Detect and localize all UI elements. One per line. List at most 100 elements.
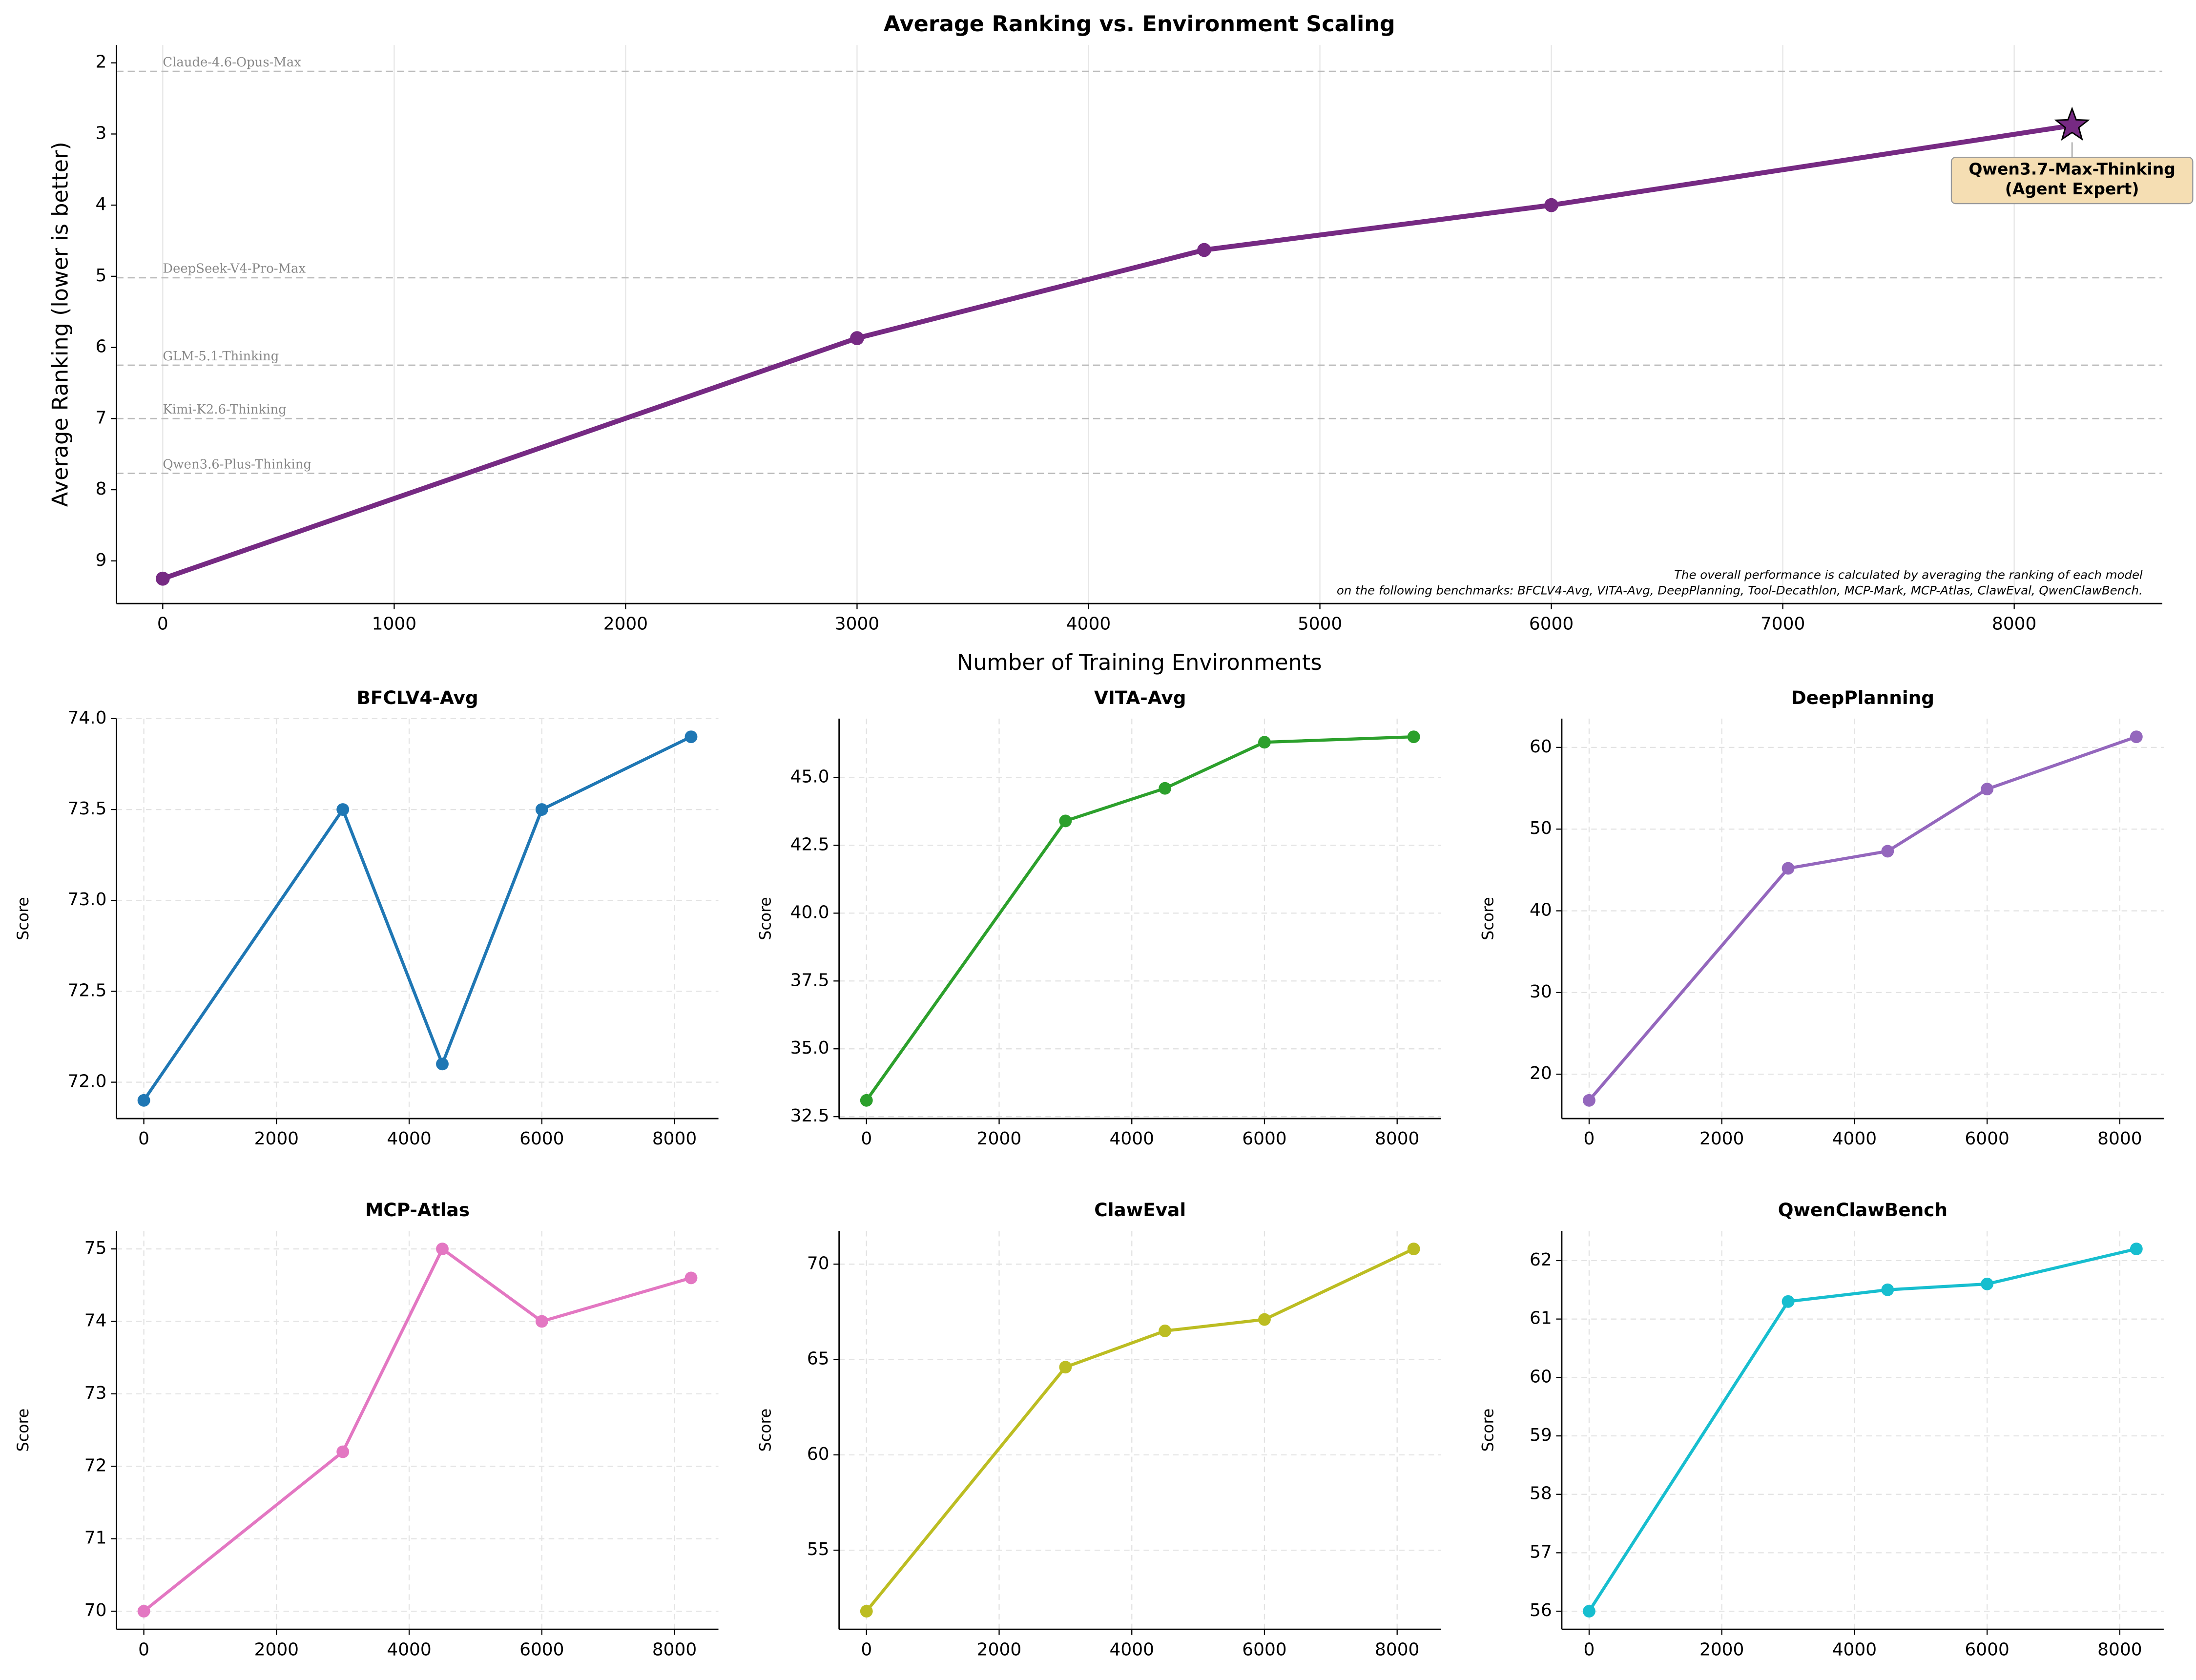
x-tick-label: 0 xyxy=(861,1129,872,1149)
data-point xyxy=(1197,243,1211,257)
y-tick-label: 72.5 xyxy=(67,980,106,1000)
y-tick-label: 72.0 xyxy=(67,1072,106,1092)
data-point xyxy=(1583,1605,1595,1618)
y-tick-label: 2 xyxy=(96,52,107,72)
y-tick-label: 60 xyxy=(1530,737,1552,757)
chart-title: DeepPlanning xyxy=(1791,687,1934,708)
y-tick-label: 20 xyxy=(1530,1063,1552,1083)
data-point xyxy=(860,1094,873,1107)
reference-label: Claude-4.6-Opus-Max xyxy=(163,55,301,70)
data-point xyxy=(2130,730,2143,744)
footnote: The overall performance is calculated by… xyxy=(1674,568,2143,582)
data-point xyxy=(436,1058,449,1071)
y-tick-label: 8 xyxy=(96,479,107,499)
data-point xyxy=(850,331,864,346)
x-tick-label: 0 xyxy=(138,1129,149,1149)
data-point xyxy=(1258,1313,1271,1326)
y-tick-label: 73.5 xyxy=(67,799,106,819)
x-tick-label: 4000 xyxy=(1832,1639,1877,1659)
y-tick-label: 4 xyxy=(96,194,107,214)
data-point xyxy=(155,571,170,586)
x-tick-label: 2000 xyxy=(977,1639,1021,1659)
data-point xyxy=(1159,1325,1172,1337)
data-line xyxy=(143,1246,692,1613)
annotation-box xyxy=(1950,157,2194,205)
y-tick-label: 73.0 xyxy=(67,890,106,910)
data-point xyxy=(860,1605,873,1618)
reference-label: GLM-5.1-Thinking xyxy=(163,349,279,364)
data-point xyxy=(1782,862,1795,875)
x-tick-label: 2000 xyxy=(977,1129,1021,1149)
data-line xyxy=(162,123,2072,581)
y-tick-label: 37.5 xyxy=(790,970,829,990)
y-tick-label: 60 xyxy=(1530,1367,1552,1387)
data-point xyxy=(1159,782,1172,795)
data-line xyxy=(142,735,692,1101)
y-tick-label: 60 xyxy=(807,1444,829,1464)
reference-label: Qwen3.6-Plus-Thinking xyxy=(163,457,311,472)
y-tick-label: 61 xyxy=(1530,1308,1552,1328)
data-line xyxy=(1588,735,2137,1101)
y-axis-label: Score xyxy=(757,1409,774,1452)
data-point xyxy=(1544,198,1558,212)
x-tick-label: 5000 xyxy=(1298,614,1342,634)
x-tick-label: 6000 xyxy=(519,1639,564,1659)
y-tick-label: 59 xyxy=(1530,1425,1552,1445)
x-tick-label: 6000 xyxy=(519,1129,564,1149)
data-point xyxy=(1981,783,1994,796)
x-tick-label: 8000 xyxy=(652,1639,697,1659)
y-tick-label: 35.0 xyxy=(790,1038,829,1058)
x-tick-label: 6000 xyxy=(1242,1129,1286,1149)
x-tick-label: 4000 xyxy=(1110,1639,1154,1659)
x-tick-label: 4000 xyxy=(387,1129,431,1149)
annotation-text: Qwen3.7-Max-Thinking xyxy=(1968,160,2175,179)
data-point xyxy=(1258,736,1271,749)
data-point xyxy=(1407,730,1420,744)
chart-title: VITA-Avg xyxy=(1094,687,1186,708)
y-tick-label: 56 xyxy=(1530,1600,1552,1620)
x-tick-label: 8000 xyxy=(652,1129,697,1149)
x-tick-label: 8000 xyxy=(2097,1129,2142,1149)
data-point xyxy=(535,803,548,816)
data-point xyxy=(1059,1361,1072,1374)
y-tick-label: 42.5 xyxy=(790,834,829,854)
y-tick-label: 70 xyxy=(84,1600,107,1620)
reference-label: Kimi-K2.6-Thinking xyxy=(163,402,286,417)
y-tick-label: 40 xyxy=(1530,900,1552,920)
chart-title: MCP-Atlas xyxy=(365,1199,470,1221)
data-point xyxy=(1583,1094,1595,1107)
data-point xyxy=(1407,1243,1420,1255)
reference-label: DeepSeek-V4-Pro-Max xyxy=(163,262,306,276)
x-tick-label: 8000 xyxy=(2097,1639,2142,1659)
data-point xyxy=(137,1605,150,1618)
x-tick-label: 0 xyxy=(138,1639,149,1659)
y-tick-label: 72 xyxy=(84,1455,107,1475)
chart-title: QwenClawBench xyxy=(1778,1199,1947,1221)
data-point xyxy=(535,1315,548,1328)
x-tick-label: 2000 xyxy=(1699,1639,1744,1659)
data-point xyxy=(2130,1243,2143,1255)
y-tick-label: 70 xyxy=(807,1253,829,1273)
x-tick-label: 8000 xyxy=(1375,1129,1419,1149)
y-tick-label: 73 xyxy=(84,1383,107,1403)
y-tick-label: 55 xyxy=(807,1539,829,1559)
x-axis-label: Number of Training Environments xyxy=(957,650,1322,675)
x-tick-label: 0 xyxy=(1584,1639,1595,1659)
annotation-text: (Agent Expert) xyxy=(2005,179,2139,198)
y-tick-label: 74 xyxy=(84,1310,107,1330)
x-tick-label: 2000 xyxy=(603,614,648,634)
x-tick-label: 6000 xyxy=(1965,1639,2009,1659)
x-tick-label: 2000 xyxy=(1699,1129,1744,1149)
y-axis-label: Score xyxy=(15,897,32,940)
data-point xyxy=(684,730,698,744)
x-tick-label: 7000 xyxy=(1761,614,1805,634)
data-point xyxy=(436,1243,449,1255)
y-tick-label: 74.0 xyxy=(67,708,106,728)
star-marker xyxy=(2054,106,2090,141)
x-tick-label: 8000 xyxy=(1992,614,2036,634)
x-tick-label: 8000 xyxy=(1375,1639,1419,1659)
y-axis-label: Score xyxy=(757,897,774,940)
x-tick-label: 0 xyxy=(861,1639,872,1659)
data-point xyxy=(1981,1277,1994,1290)
